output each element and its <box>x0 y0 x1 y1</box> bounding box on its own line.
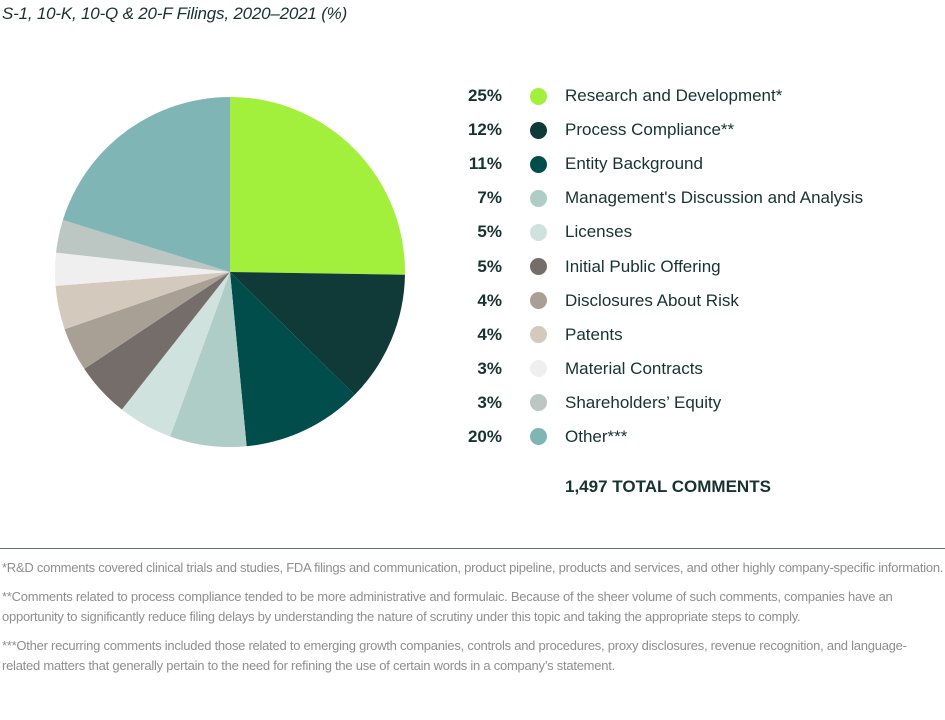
pie-slice-8 <box>55 252 231 286</box>
legend-item: 5% Initial Public Offering <box>440 249 863 283</box>
legend-label: Process Compliance** <box>565 120 735 140</box>
legend-label: Entity Background <box>565 154 703 174</box>
pie-slice-6 <box>64 272 231 369</box>
legend-label: Shareholders’ Equity <box>565 392 722 412</box>
legend-percent: 5% <box>477 222 502 242</box>
footnotes: *R&D comments covered clinical trials an… <box>2 558 944 685</box>
legend-label: Research and Development* <box>565 86 783 106</box>
pie-slice-4 <box>121 272 230 437</box>
pie-chart <box>55 96 405 447</box>
legend-percent: 7% <box>477 188 502 208</box>
legend-item: 25% Research and Development* <box>440 79 863 113</box>
legend-percent: 5% <box>477 256 502 276</box>
legend-swatch <box>530 292 547 310</box>
legend-swatch <box>530 223 547 241</box>
legend-swatch <box>530 428 547 446</box>
legend-label: Disclosures About Risk <box>565 290 739 310</box>
pie-slice-5 <box>84 272 230 410</box>
legend-swatch <box>530 87 547 105</box>
pie-slice-1 <box>230 272 405 395</box>
legend-swatch <box>530 258 547 276</box>
legend-item: 5% Licenses <box>440 215 863 249</box>
legend-percent: 4% <box>477 290 502 310</box>
legend: 25% Research and Development* 12% Process C… <box>440 79 863 454</box>
legend-percent: 11% <box>468 154 502 174</box>
legend-item: 3% Material Contracts <box>440 352 863 386</box>
legend-label: Initial Public Offering <box>565 256 721 276</box>
legend-item: 7% Management's Discussion and Analysis <box>440 181 863 215</box>
footnote-rd: *R&D comments covered clinical trials an… <box>2 560 944 575</box>
legend-item: 3% Shareholders’ Equity <box>440 386 863 420</box>
legend-item: 11% Entity Background <box>440 147 863 181</box>
divider <box>0 548 945 549</box>
legend-swatch <box>530 360 547 378</box>
legend-swatch <box>530 394 547 412</box>
legend-percent: 20% <box>467 426 502 446</box>
pie-slice-2 <box>230 272 355 447</box>
legend-label: Other*** <box>565 426 628 446</box>
legend-percent: 12% <box>467 120 502 140</box>
legend-item: 12% Process Compliance** <box>440 113 863 147</box>
total-comments: 1,497 TOTAL COMMENTS <box>565 477 771 496</box>
pie-slice-7 <box>55 272 230 330</box>
footnote-other: ***Other recurring comments included tho… <box>2 638 907 673</box>
legend-percent: 3% <box>477 358 502 378</box>
pie-slice-9 <box>56 220 230 272</box>
legend-label: Material Contracts <box>565 358 703 378</box>
chart-title: S-1, 10-K, 10-Q & 20-F Filings, 2020–202… <box>2 4 348 23</box>
legend-percent: 3% <box>477 392 502 412</box>
legend-item: 20% Other*** <box>440 420 863 454</box>
legend-percent: 4% <box>477 324 502 344</box>
legend-swatch <box>530 121 547 139</box>
pie-slice-0 <box>230 97 405 275</box>
legend-label: Licenses <box>565 222 633 242</box>
footnote-process-compliance: **Comments related to process compliance… <box>2 589 893 624</box>
pie-slice-3 <box>170 272 247 447</box>
legend-swatch <box>530 326 547 344</box>
legend-label: Patents <box>565 324 623 344</box>
pie-slice-10 <box>62 96 231 272</box>
legend-percent: 25% <box>467 86 502 106</box>
legend-swatch <box>530 155 547 173</box>
legend-item: 4% Patents <box>440 318 863 352</box>
legend-label: Management's Discussion and Analysis <box>565 188 864 208</box>
legend-swatch <box>530 189 547 207</box>
legend-item: 4% Disclosures About Risk <box>440 284 863 318</box>
